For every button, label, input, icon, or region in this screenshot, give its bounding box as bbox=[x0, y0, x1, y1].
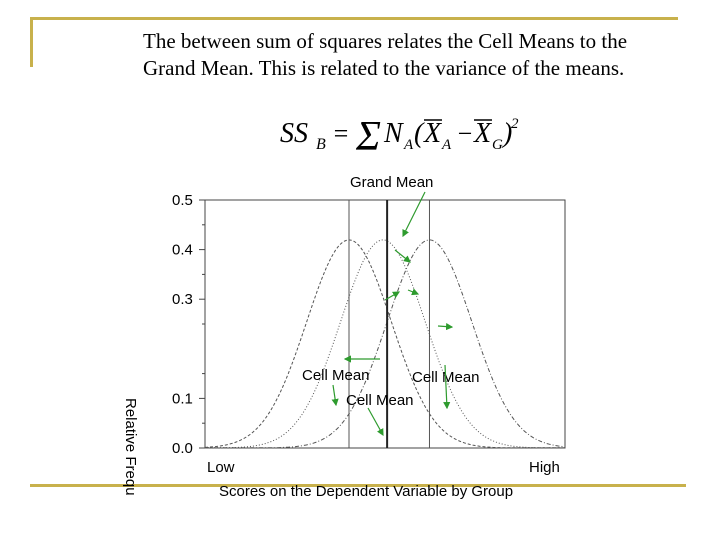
chart-tick-labels: 0.0 0.1 0.3 0.4 0.5 Low High bbox=[172, 192, 560, 476]
chart-mean-lines bbox=[348, 200, 430, 448]
chart-curves bbox=[204, 239, 566, 449]
formula-sigma: Σ bbox=[355, 114, 381, 160]
annotation-arrow bbox=[407, 288, 420, 296]
cell-mean-label-left: Cell Mean bbox=[302, 367, 370, 384]
grand-mean-label: Grand Mean bbox=[350, 174, 433, 191]
formula-sub-a2: A bbox=[441, 137, 452, 153]
annotation-arrow bbox=[402, 191, 426, 238]
decorative-left-rule bbox=[30, 17, 33, 67]
formula-ss: SS bbox=[280, 118, 308, 149]
annotation-arrow bbox=[331, 384, 339, 407]
annotation-arrow bbox=[437, 322, 454, 331]
y-tick-label: 0.4 bbox=[172, 242, 193, 259]
slide-body-text: The between sum of squares relates the C… bbox=[143, 29, 628, 80]
y-axis-label: Relative Frequ bbox=[122, 398, 139, 496]
formula-x-g: X bbox=[473, 118, 492, 149]
series-curve bbox=[205, 239, 566, 449]
formula-n: N bbox=[383, 118, 404, 149]
y-tick-label: 0.3 bbox=[172, 291, 193, 308]
y-tick-label: 0.0 bbox=[172, 440, 193, 457]
formula-exponent: 2 bbox=[511, 116, 519, 132]
formula-sub-g: G bbox=[492, 137, 503, 153]
series-curve bbox=[204, 239, 565, 449]
ssb-formula: SS B = Σ N A ( X A − X G ) 2 bbox=[280, 112, 520, 170]
decorative-top-rule bbox=[30, 17, 678, 20]
y-tick-label: 0.5 bbox=[172, 192, 193, 209]
x-tick-label: High bbox=[529, 459, 560, 476]
decorative-bottom-rule bbox=[30, 484, 686, 487]
x-axis-label: Scores on the Dependent Variable by Grou… bbox=[219, 483, 513, 500]
annotation-arrow bbox=[443, 364, 451, 410]
y-tick-label: 0.1 bbox=[172, 390, 193, 407]
annotation-arrow bbox=[394, 249, 411, 263]
annotation-arrow bbox=[367, 407, 384, 437]
formula-sub-b: B bbox=[316, 136, 326, 153]
series-curve bbox=[205, 239, 565, 449]
formula-minus: − bbox=[456, 119, 474, 148]
annotation-arrow bbox=[384, 291, 401, 301]
formula-equals: = bbox=[332, 119, 350, 148]
ssb-formula-graphic: SS B = Σ N A ( X A − X G ) 2 bbox=[280, 114, 519, 160]
formula-sub-a1: A bbox=[403, 137, 414, 153]
cell-mean-label-center: Cell Mean bbox=[346, 392, 414, 409]
plot-frame bbox=[204, 199, 566, 449]
formula-x-a: X bbox=[423, 118, 442, 149]
x-tick-label: Low bbox=[207, 459, 235, 476]
formula-rparen: ) bbox=[501, 118, 512, 149]
formula-lparen: ( bbox=[414, 118, 425, 149]
chart-axes bbox=[199, 199, 566, 449]
